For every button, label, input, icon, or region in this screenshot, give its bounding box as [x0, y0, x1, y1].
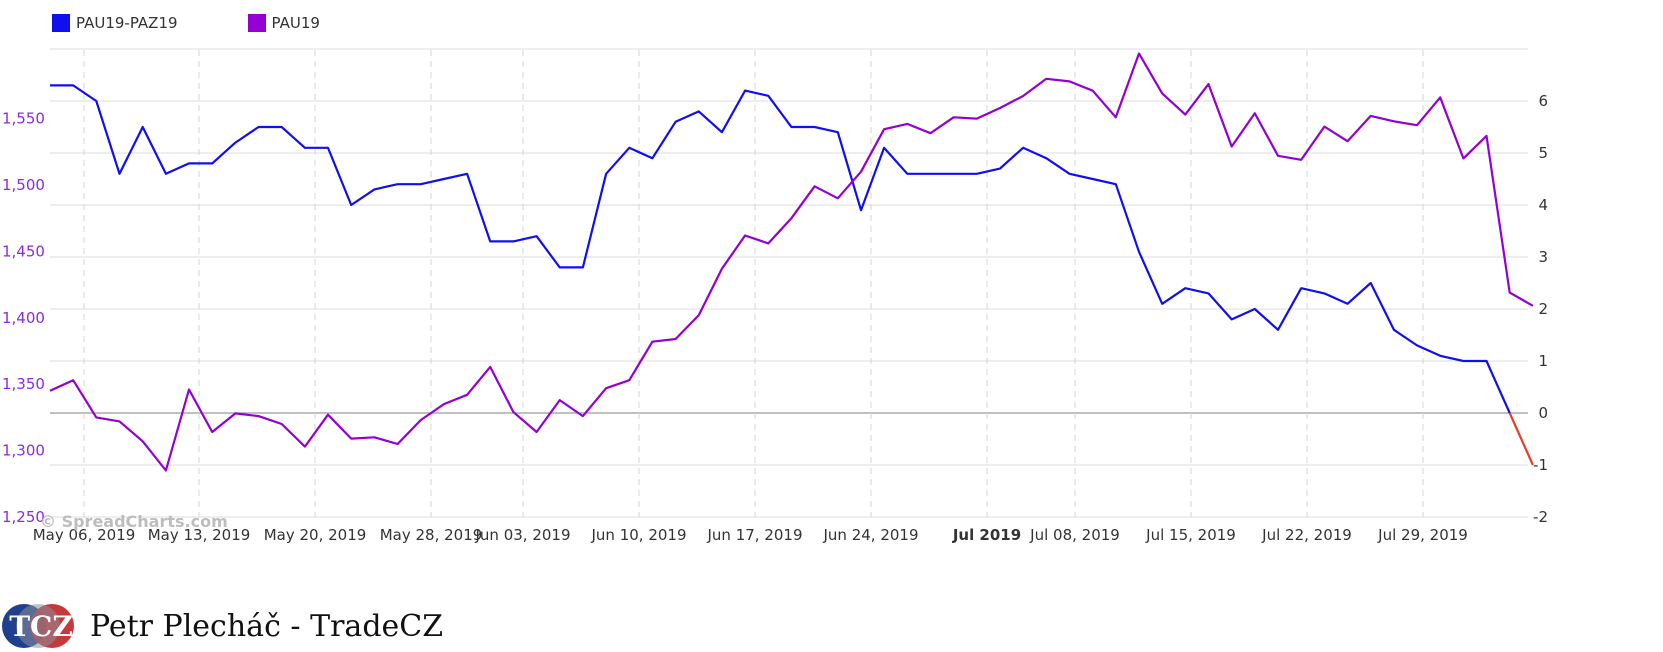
- right-tick-label: 1: [1538, 352, 1548, 370]
- legend-item-spread[interactable]: PAU19-PAZ19: [52, 14, 178, 32]
- left-tick-label: 1,400: [2, 309, 45, 327]
- series-line-spread: [50, 84, 1511, 414]
- legend-label-spread: PAU19-PAZ19: [76, 14, 178, 32]
- left-tick-label: 1,500: [2, 176, 45, 194]
- right-tick-label: -1: [1533, 456, 1548, 474]
- series-line-negative-segment: [1508, 412, 1534, 466]
- x-tick-label: Jun 03, 2019: [474, 526, 570, 544]
- right-tick-label: 3: [1538, 248, 1548, 266]
- watermark: © SpreadCharts.com: [40, 512, 228, 531]
- right-tick-label: 5: [1538, 144, 1548, 162]
- chart-grid: [50, 48, 1528, 518]
- left-tick-label: 1,350: [2, 375, 45, 393]
- tcz-logo-icon: TCZ: [2, 604, 74, 648]
- author-name: Petr Plecháč - TradeCZ: [90, 608, 444, 644]
- x-tick-label: May 20, 2019: [264, 526, 367, 544]
- x-tick-label: May 06, 2019: [33, 526, 136, 544]
- x-tick-label: Jul 08, 2019: [1029, 526, 1120, 544]
- logo-text: TCZ: [9, 610, 73, 643]
- x-axis: May 06, 2019 May 13, 2019 May 20, 2019 May …: [33, 526, 1468, 544]
- right-tick-label: 0: [1538, 404, 1548, 422]
- series-line-outright: [49, 52, 1534, 472]
- legend-label-outright: PAU19: [271, 14, 320, 32]
- right-tick-label: 6: [1538, 92, 1548, 110]
- x-tick-label: Jul 2019: [952, 526, 1021, 544]
- x-tick-label: Jun 17, 2019: [706, 526, 802, 544]
- x-tick-label: Jun 10, 2019: [590, 526, 686, 544]
- x-tick-label: Jun 24, 2019: [822, 526, 918, 544]
- x-tick-label: Jul 29, 2019: [1377, 526, 1468, 544]
- x-tick-label: May 13, 2019: [148, 526, 251, 544]
- spread-chart: 1,250 1,300 1,350 1,400 1,450 1,500 1,550 -2 -1…: [2, 48, 1548, 544]
- left-axis: 1,250 1,300 1,350 1,400 1,450 1,500 1,550: [2, 110, 45, 526]
- legend: PAU19-PAZ19 PAU19: [52, 14, 320, 32]
- right-tick-label: 2: [1538, 300, 1548, 318]
- vertical-gridlines: [83, 50, 1424, 517]
- outright-swatch: [247, 14, 266, 32]
- series-lines: [49, 52, 1534, 472]
- right-tick-label: 4: [1538, 196, 1548, 214]
- left-tick-label: 1,450: [2, 242, 45, 260]
- legend-item-outright[interactable]: PAU19: [247, 14, 320, 32]
- left-tick-label: 1,550: [2, 110, 45, 128]
- x-tick-label: Jul 15, 2019: [1145, 526, 1236, 544]
- left-tick-label: 1,250: [2, 508, 45, 526]
- x-tick-label: May 28, 2019: [380, 526, 483, 544]
- x-tick-label: Jul 22, 2019: [1261, 526, 1352, 544]
- footer: TCZ Petr Plecháč - TradeCZ: [0, 600, 1663, 652]
- right-axis: -2 -1 0 1 2 3 4 5 6: [1533, 92, 1548, 526]
- spread-swatch: [52, 14, 70, 32]
- right-tick-label: -2: [1533, 508, 1548, 526]
- left-tick-label: 1,300: [2, 442, 45, 460]
